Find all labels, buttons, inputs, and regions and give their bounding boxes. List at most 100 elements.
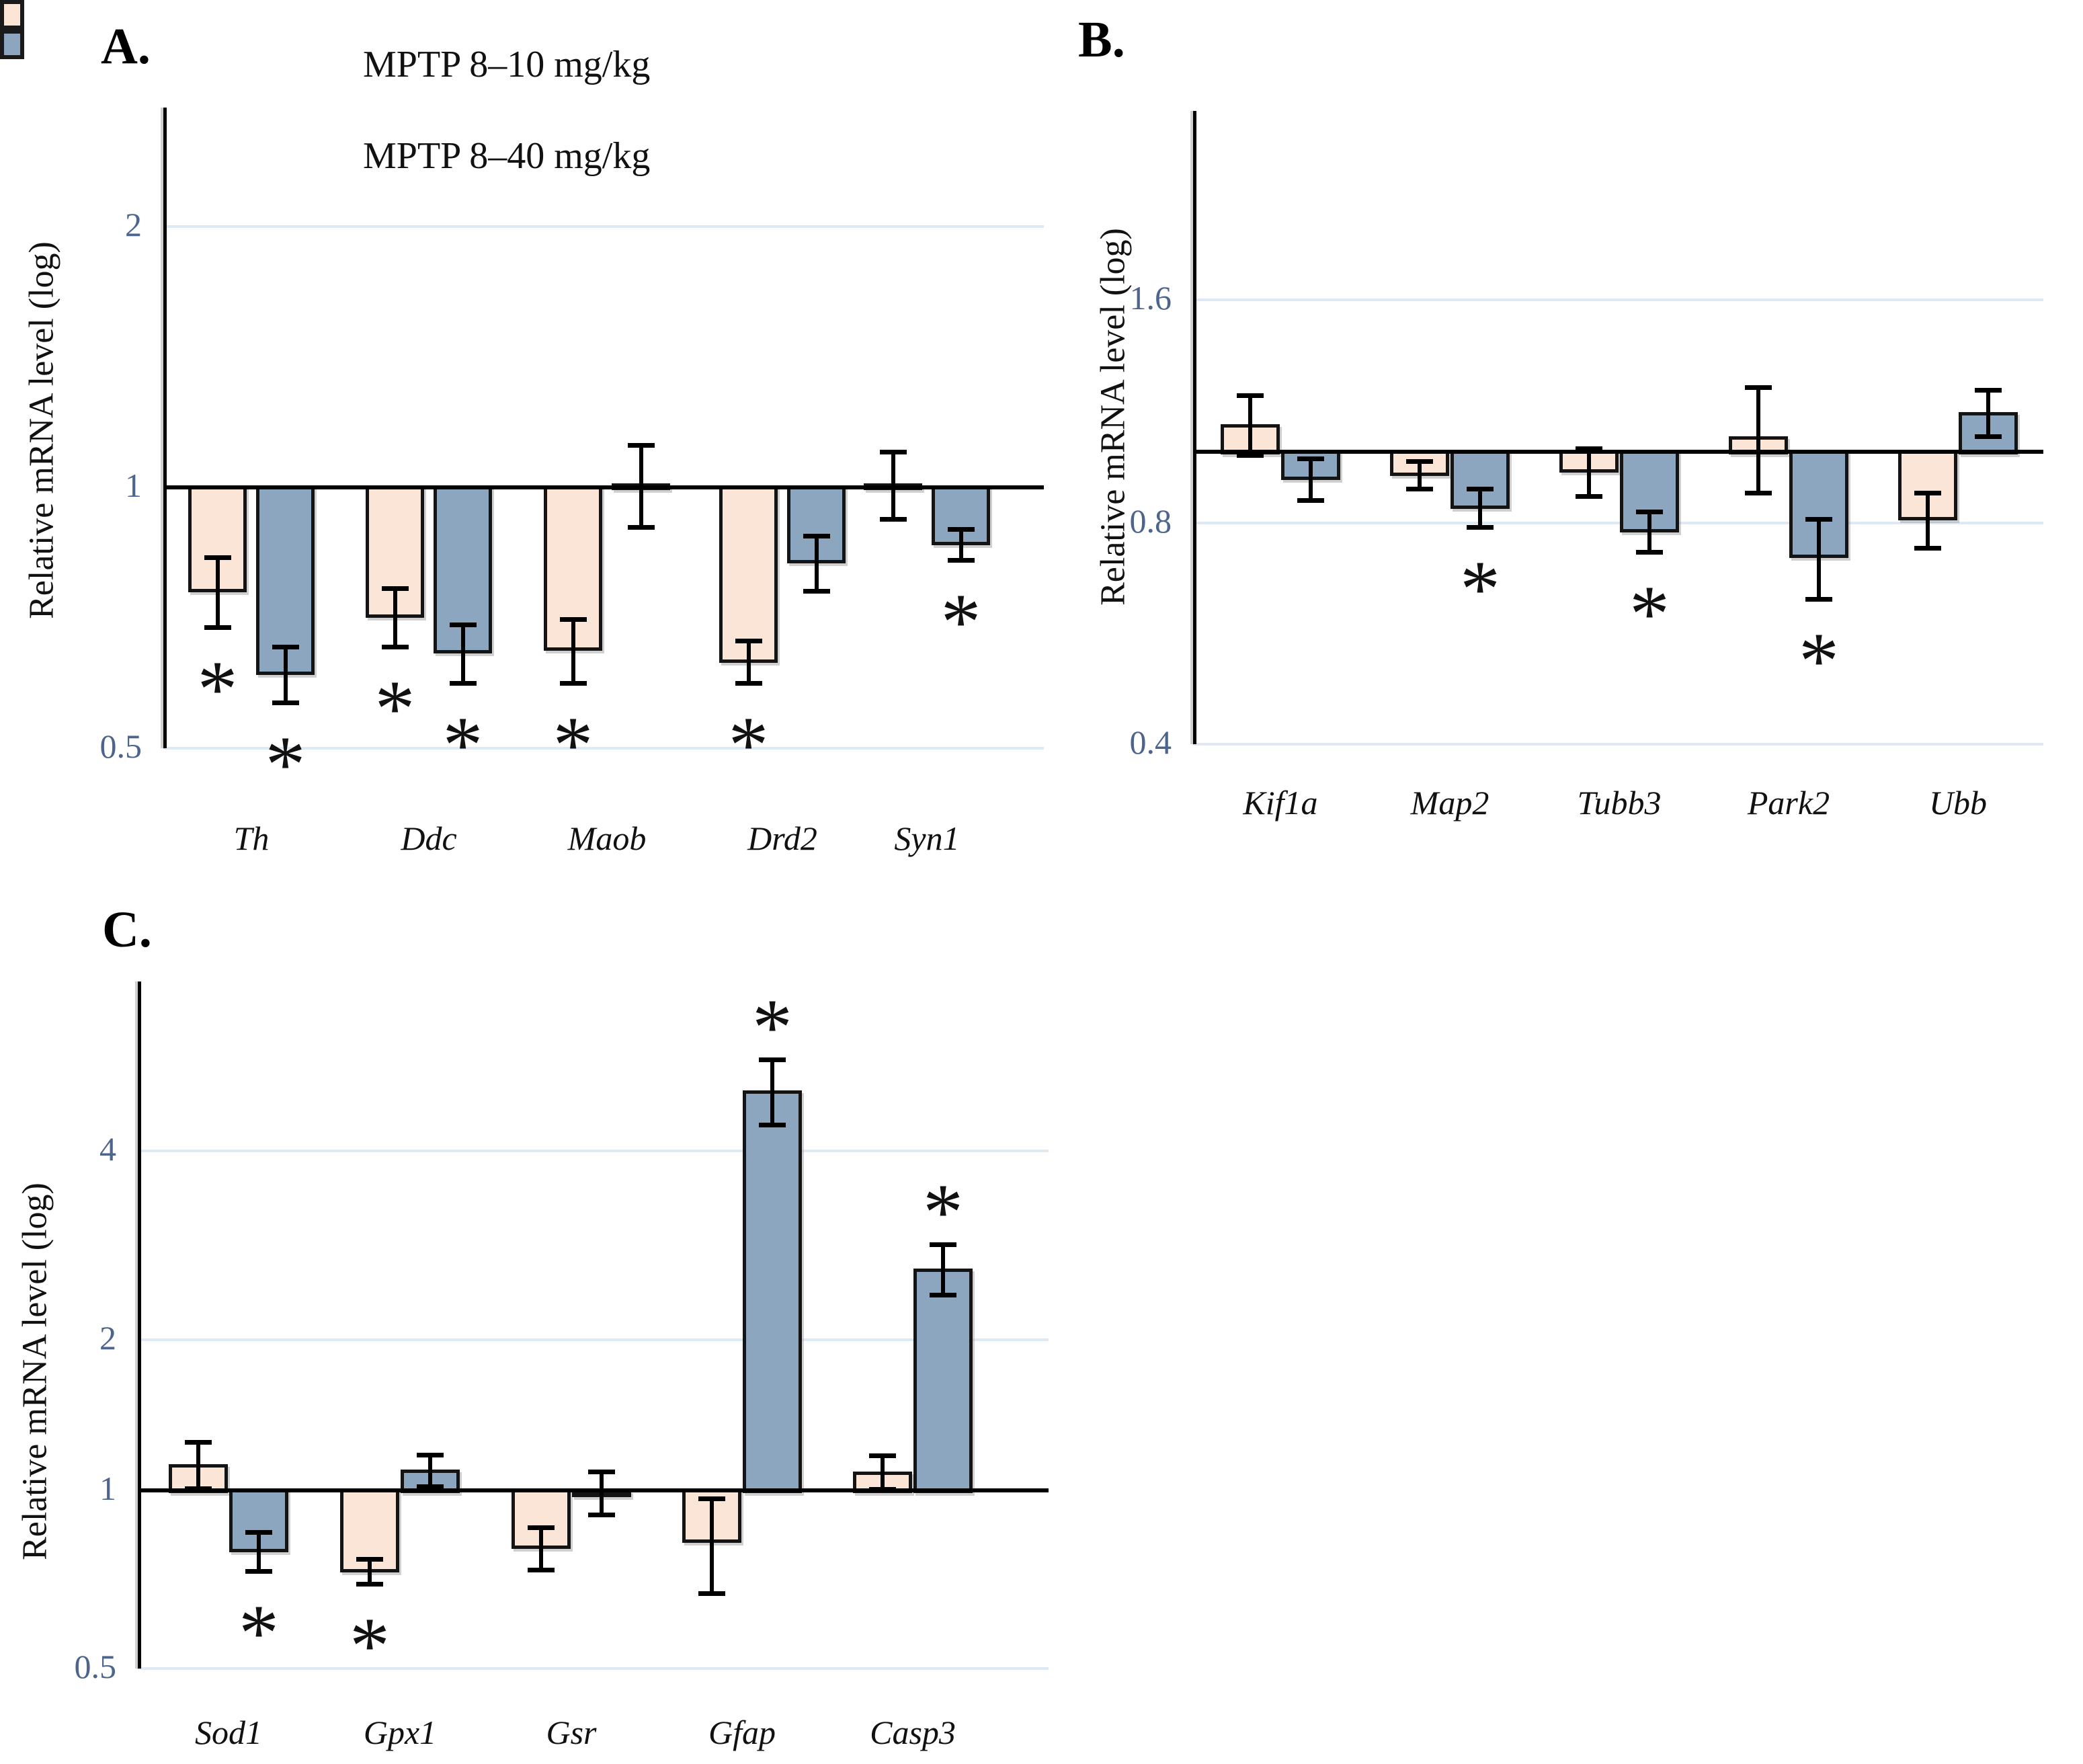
legend-swatch (0, 0, 24, 30)
error-bar (196, 1441, 200, 1488)
error-bar (1986, 390, 1990, 436)
error-bar (1647, 511, 1651, 553)
error-bar (770, 1059, 774, 1125)
gridline (138, 1667, 1049, 1670)
error-bar (958, 529, 963, 560)
gridline (163, 747, 1044, 750)
error-bar-cap (1914, 546, 1941, 551)
legend: MPTP 8–10 mg/kg MPTP 8–40 mg/kg (0, 0, 650, 177)
error-bar-cap (1406, 459, 1433, 465)
error-bar (1309, 458, 1313, 500)
category-label-Tubb3: Tubb3 (1577, 784, 1662, 821)
error-bar-cap (185, 1439, 212, 1445)
panel-a-y-axis-title: Relative mRNA level (log) (22, 241, 61, 619)
y-axis-line (163, 108, 167, 748)
error-bar-cap (1237, 393, 1264, 399)
y-tick-label: 2 (99, 1319, 116, 1357)
error-bar-cap (381, 644, 409, 649)
category-label-Syn1: Syn1 (894, 819, 960, 857)
error-bar-cap (1237, 452, 1264, 458)
error-bar-cap (1576, 494, 1602, 499)
error-bar-cap (245, 1569, 272, 1574)
bar-Ddc-s2 (434, 486, 492, 654)
error-bar-cap (735, 680, 762, 686)
error-bar-cap (879, 449, 907, 454)
error-bar-cap (1805, 597, 1832, 602)
error-bar (941, 1244, 945, 1295)
y-tick-label: 4 (99, 1130, 116, 1168)
error-bar-cap (803, 533, 830, 538)
error-bar-cap (1406, 487, 1433, 492)
gridline (1193, 298, 2043, 301)
category-label-Gpx1: Gpx1 (363, 1714, 437, 1751)
y-tick-label: 0.5 (74, 1648, 117, 1685)
error-bar (600, 1472, 604, 1515)
category-label-Map2: Map2 (1410, 784, 1489, 821)
error-bar-cap (528, 1525, 555, 1531)
bar-Gfap-s2 (743, 1090, 802, 1493)
error-bar (891, 451, 895, 519)
error-bar-cap (698, 1496, 725, 1501)
error-bar-cap (1297, 456, 1324, 461)
category-label-Sod1: Sod1 (195, 1714, 262, 1751)
error-bar (710, 1498, 714, 1594)
error-bar-cap (1745, 385, 1772, 391)
error-bar-cap (528, 1567, 555, 1572)
error-bar (539, 1527, 543, 1570)
error-bar (1817, 519, 1821, 600)
error-bar (814, 535, 819, 591)
error-bar-cap (1576, 446, 1602, 452)
baseline-axis (138, 1488, 1049, 1492)
y-tick-label: 1 (125, 467, 142, 504)
error-bar-cap (1467, 487, 1494, 492)
error-bar-cap (947, 527, 975, 532)
error-bar-cap (381, 586, 409, 591)
error-bar-cap (272, 644, 299, 649)
y-tick-label: 1.6 (1129, 279, 1172, 317)
error-bar (1587, 448, 1591, 497)
panel-a-letter: A. (101, 18, 151, 75)
error-bar-cap (1914, 490, 1941, 495)
error-bar (1756, 387, 1760, 493)
error-bar-cap (245, 1530, 272, 1535)
category-label-Th: Th (233, 819, 270, 857)
panel-c-letter: C. (102, 901, 152, 958)
error-bar-cap (1745, 490, 1772, 495)
error-bar-cap (1636, 509, 1663, 514)
error-bar-cap (803, 588, 830, 594)
error-bar (746, 641, 751, 683)
y-tick-label: 1 (99, 1470, 116, 1507)
error-bar (1478, 489, 1482, 527)
error-bar-cap (1467, 524, 1494, 530)
y-tick-label: 0.5 (99, 727, 142, 765)
y-axis-line (1193, 111, 1196, 744)
category-label-Park2: Park2 (1747, 784, 1830, 821)
category-label-Ubb: Ubb (1928, 784, 1988, 821)
category-label-Gsr: Gsr (546, 1714, 597, 1751)
gridline (1193, 522, 2043, 524)
bar-Drd2-s1 (719, 486, 778, 663)
y-tick-label: 2 (125, 206, 142, 243)
error-bar-cap (559, 616, 587, 622)
error-bar-cap (627, 442, 655, 448)
error-bar-cap (272, 700, 299, 705)
error-bar-cap (1805, 517, 1832, 522)
error-bar (881, 1455, 885, 1490)
error-bar-cap (449, 680, 477, 686)
category-label-Drd2: Drd2 (747, 819, 817, 857)
gridline (138, 1338, 1049, 1341)
error-bar-cap (356, 1582, 383, 1587)
error-bar (428, 1454, 432, 1486)
y-tick-label: 0.4 (1129, 723, 1172, 761)
error-bar-cap (627, 524, 655, 530)
error-bar (283, 646, 288, 703)
category-label-Kif1a: Kif1a (1243, 784, 1318, 821)
error-bar-cap (735, 639, 762, 644)
error-bar-cap (449, 622, 477, 627)
error-bar (1248, 395, 1252, 455)
error-bar-cap (930, 1242, 956, 1247)
panel-b-letter: B. (1078, 11, 1125, 68)
error-bar-cap (759, 1057, 786, 1062)
y-axis-line (138, 981, 141, 1669)
